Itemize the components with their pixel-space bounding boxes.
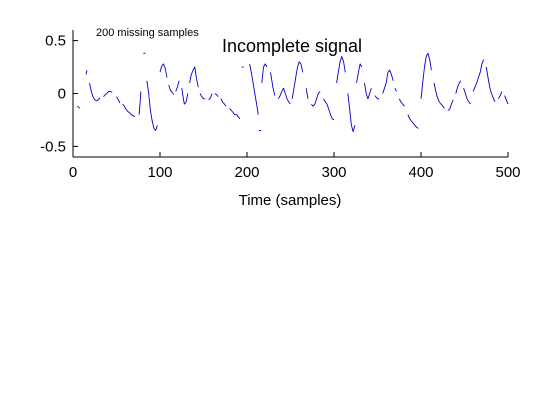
signal-segment [447, 99, 454, 111]
signal-segment [472, 59, 485, 92]
signal-segment [323, 98, 335, 121]
x-axis-label: Time (samples) [239, 192, 342, 209]
signal-segment [364, 82, 372, 100]
y-tick-label: 0.5 [45, 33, 66, 50]
signal-segment [146, 80, 158, 131]
signal-segment [463, 88, 471, 105]
signal-segment [77, 105, 81, 109]
signal-segment [220, 98, 227, 107]
signal-segment [229, 108, 241, 120]
missing-samples-annotation: 200 missing samples [96, 27, 199, 39]
x-tick-label: 100 [147, 164, 172, 181]
signal-segment [214, 93, 219, 97]
signal-segment [420, 52, 432, 99]
x-tick-label: 0 [69, 164, 77, 181]
signal-segment [382, 69, 394, 94]
signal-segment [311, 91, 321, 107]
signal-segment [189, 66, 199, 88]
signal-segment [336, 56, 346, 83]
signal-segment [455, 80, 462, 94]
signal-segment [277, 87, 291, 105]
signal-segment [291, 61, 304, 99]
x-tick-label: 300 [321, 164, 346, 181]
signal-segment [433, 82, 445, 109]
y-tick-label: -0.5 [40, 138, 66, 155]
signal-segment [374, 95, 380, 100]
x-tick-label: 400 [408, 164, 433, 181]
signal-segment [199, 93, 206, 100]
signal-segment [270, 72, 276, 96]
signal-segment [485, 66, 496, 103]
signal-segment [249, 63, 259, 115]
signal-segment [261, 63, 268, 83]
x-tick-label: 500 [495, 164, 520, 181]
signal-segment [356, 63, 363, 83]
signal-segment [398, 98, 405, 107]
signal-segment [305, 88, 309, 99]
signal-segment [504, 95, 509, 105]
signal-segment [138, 91, 142, 115]
series-layer [77, 52, 509, 133]
signal-segment [116, 96, 121, 104]
signal-segment [347, 93, 356, 133]
signal-segment [407, 114, 419, 129]
signal-segment [168, 84, 175, 95]
chart-title: Incomplete signal [222, 36, 362, 56]
x-axis-ticks: 0 100 200 300 400 500 [69, 152, 521, 181]
x-tick-label: 200 [234, 164, 259, 181]
signal-segment [175, 80, 180, 92]
signal-segment [208, 93, 213, 101]
signal-segment [122, 103, 136, 118]
signal-segment [394, 87, 397, 92]
signal-segment [89, 82, 101, 102]
signal-segment [85, 70, 88, 75]
signal-segment [181, 88, 189, 105]
y-axis-ticks: -0.5 0 0.5 [40, 33, 78, 155]
signal-segment [103, 90, 113, 97]
plot-area [77, 52, 509, 133]
signal-segment [498, 91, 503, 100]
y-tick-label: 0 [58, 86, 66, 103]
signal-segment [159, 63, 168, 78]
